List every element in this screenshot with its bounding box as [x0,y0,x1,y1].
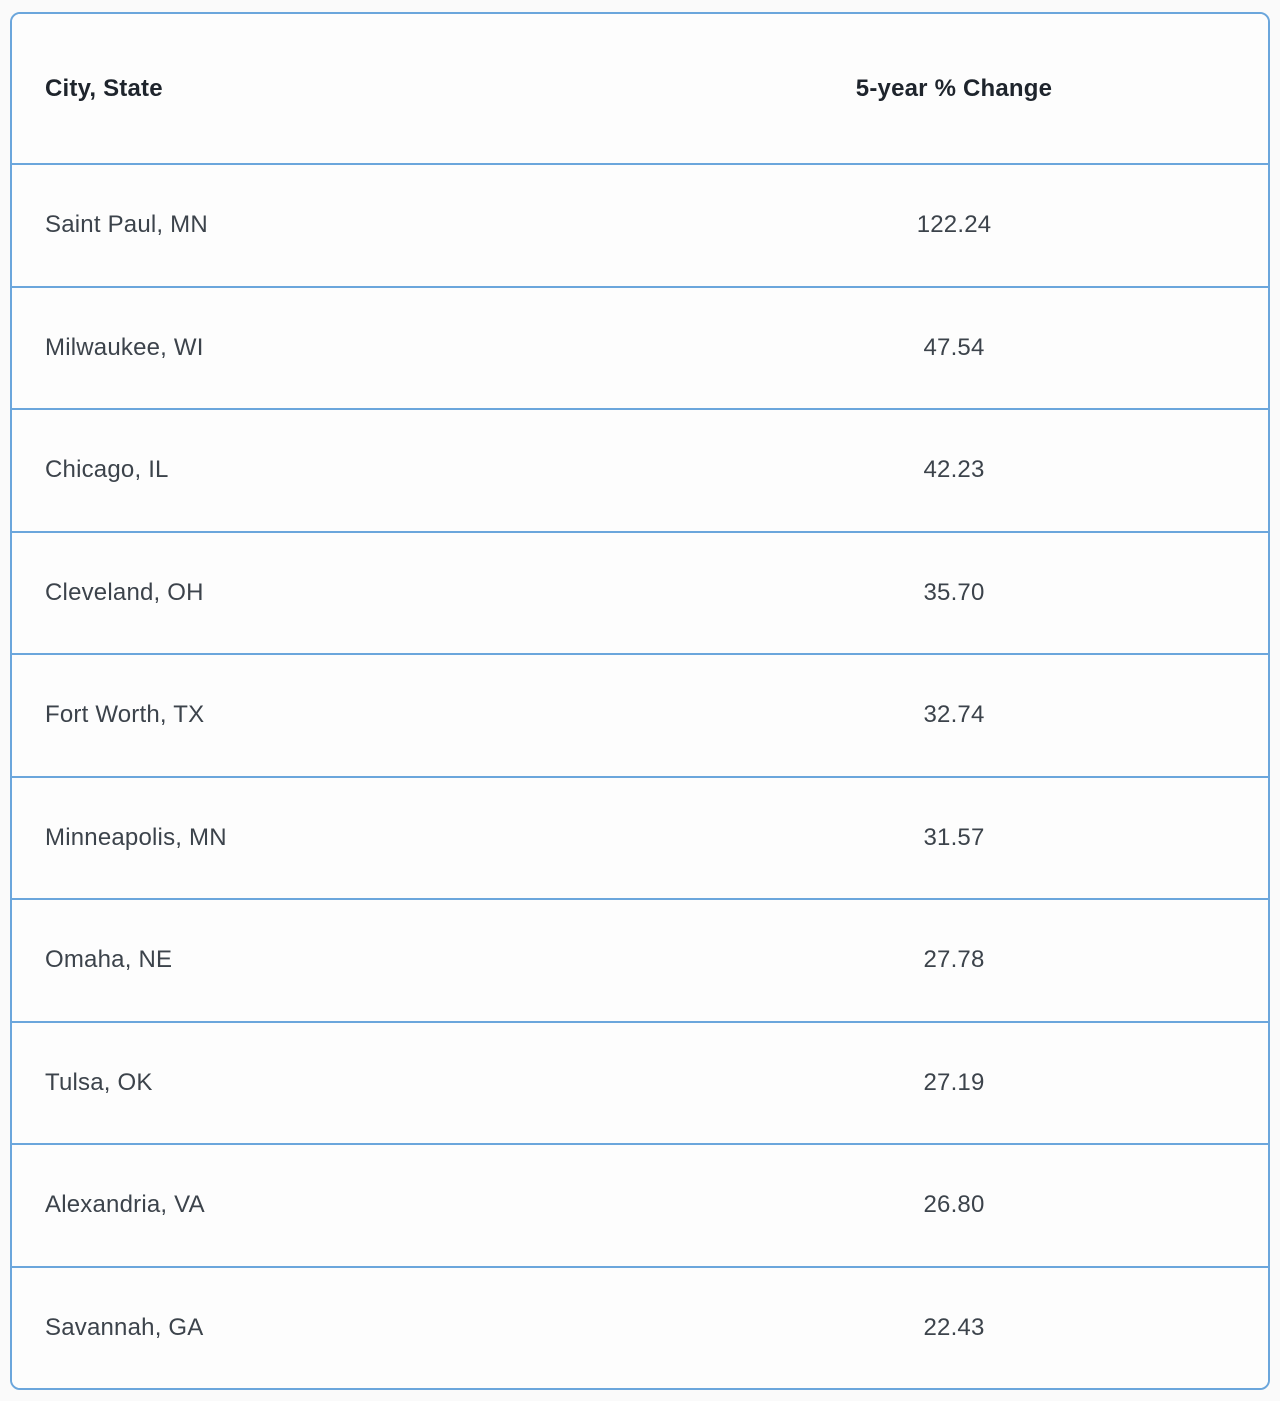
percent-change-cell: 27.19 [923,1068,985,1096]
column-header-5-year-percent-change: 5-year % Change [855,74,1053,102]
city-state-cell: Cleveland, OH [45,578,204,606]
city-state-cell: Chicago, IL [45,456,169,484]
table-row: Omaha, NE 27.78 [12,900,1268,1023]
percent-change-cell: 32.74 [923,701,985,729]
table-row: Alexandria, VA 26.80 [12,1145,1268,1268]
table-row: Saint Paul, MN 122.24 [12,165,1268,288]
table-row: Milwaukee, WI 47.54 [12,287,1268,410]
table-row: Tulsa, OK 27.19 [12,1022,1268,1145]
table-row: Savannah, GA 22.43 [12,1267,1268,1388]
city-state-cell: Alexandria, VA [45,1191,205,1219]
column-header-city-state: City, State [45,74,163,102]
table-row: Minneapolis, MN 31.57 [12,777,1268,900]
city-state-cell: Minneapolis, MN [45,823,227,851]
city-state-cell: Saint Paul, MN [45,211,208,239]
percent-change-cell: 27.78 [923,946,985,974]
table-body: Saint Paul, MN 122.24 Milwaukee, WI 47.5… [12,165,1268,1388]
percent-change-cell: 47.54 [923,333,985,361]
percent-change-cell: 35.70 [923,578,985,606]
city-state-cell: Omaha, NE [45,946,173,974]
percent-change-cell: 122.24 [916,211,992,239]
city-state-cell: Savannah, GA [45,1313,204,1341]
city-state-cell: Tulsa, OK [45,1068,153,1096]
city-change-table: City, State 5-year % Change Saint Paul, … [10,12,1270,1390]
table-row: Chicago, IL 42.23 [12,410,1268,533]
table-header-row: City, State 5-year % Change [12,14,1268,165]
city-state-cell: Milwaukee, WI [45,333,204,361]
table-row: Fort Worth, TX 32.74 [12,655,1268,778]
percent-change-cell: 22.43 [923,1313,985,1341]
percent-change-cell: 26.80 [923,1191,985,1219]
table-row: Cleveland, OH 35.70 [12,532,1268,655]
city-state-cell: Fort Worth, TX [45,701,205,729]
percent-change-cell: 31.57 [923,823,985,851]
percent-change-cell: 42.23 [923,456,985,484]
